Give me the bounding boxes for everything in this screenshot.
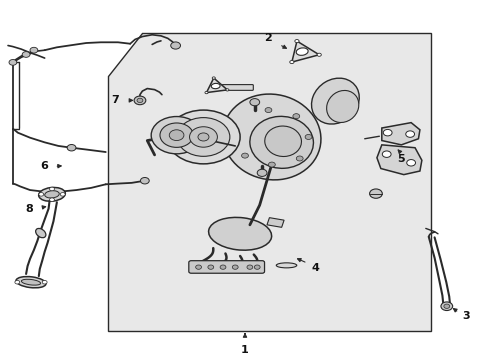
Polygon shape <box>206 78 227 93</box>
Ellipse shape <box>45 191 59 198</box>
Ellipse shape <box>36 229 46 238</box>
Text: 1: 1 <box>241 345 249 355</box>
Circle shape <box>9 59 17 65</box>
Circle shape <box>232 265 238 269</box>
Circle shape <box>169 130 184 140</box>
Circle shape <box>134 96 146 105</box>
Circle shape <box>208 265 214 269</box>
Ellipse shape <box>39 188 65 201</box>
Circle shape <box>257 169 267 176</box>
Text: 4: 4 <box>312 263 320 273</box>
Polygon shape <box>292 41 319 62</box>
Circle shape <box>444 304 450 309</box>
Circle shape <box>15 280 20 284</box>
Circle shape <box>67 144 76 151</box>
Circle shape <box>190 127 218 147</box>
Circle shape <box>305 134 312 139</box>
Circle shape <box>177 118 230 156</box>
Ellipse shape <box>223 94 321 180</box>
Circle shape <box>296 156 303 161</box>
Circle shape <box>407 159 416 166</box>
Circle shape <box>293 114 300 119</box>
Ellipse shape <box>312 78 359 124</box>
Circle shape <box>383 130 392 136</box>
Circle shape <box>167 110 240 164</box>
Ellipse shape <box>250 116 314 168</box>
Circle shape <box>196 265 201 269</box>
Circle shape <box>250 99 260 106</box>
Circle shape <box>290 60 294 64</box>
Circle shape <box>269 162 275 167</box>
Text: 7: 7 <box>112 95 120 105</box>
Ellipse shape <box>16 276 46 288</box>
Circle shape <box>141 177 149 184</box>
FancyBboxPatch shape <box>222 85 253 90</box>
Circle shape <box>242 153 248 158</box>
Polygon shape <box>267 218 284 227</box>
Circle shape <box>406 131 415 137</box>
Circle shape <box>226 89 229 91</box>
Circle shape <box>441 302 453 311</box>
Ellipse shape <box>276 263 297 268</box>
FancyBboxPatch shape <box>189 261 265 273</box>
Text: 2: 2 <box>265 33 272 43</box>
Circle shape <box>198 133 209 141</box>
Polygon shape <box>382 123 420 145</box>
Ellipse shape <box>327 90 359 122</box>
Circle shape <box>382 151 391 157</box>
Circle shape <box>265 108 272 113</box>
Circle shape <box>49 198 54 202</box>
Text: 6: 6 <box>40 161 48 171</box>
Polygon shape <box>377 145 422 175</box>
Circle shape <box>151 117 202 154</box>
Circle shape <box>30 47 38 53</box>
Circle shape <box>137 98 143 103</box>
Circle shape <box>247 265 253 269</box>
Circle shape <box>60 193 65 196</box>
Ellipse shape <box>265 126 301 157</box>
Circle shape <box>42 280 47 284</box>
Ellipse shape <box>209 217 271 250</box>
Text: 3: 3 <box>462 311 469 321</box>
Circle shape <box>369 189 382 198</box>
Circle shape <box>22 51 30 57</box>
Ellipse shape <box>296 48 308 55</box>
Circle shape <box>160 123 193 147</box>
Ellipse shape <box>22 279 41 285</box>
Circle shape <box>171 42 180 49</box>
Circle shape <box>49 187 54 191</box>
Polygon shape <box>108 33 431 330</box>
Circle shape <box>220 265 226 269</box>
Circle shape <box>295 40 299 42</box>
Ellipse shape <box>211 84 220 89</box>
Circle shape <box>39 193 44 196</box>
Circle shape <box>212 77 215 79</box>
Text: 8: 8 <box>25 204 33 215</box>
Circle shape <box>254 265 260 269</box>
Circle shape <box>317 53 321 56</box>
Text: 5: 5 <box>397 154 405 164</box>
Circle shape <box>205 91 208 94</box>
